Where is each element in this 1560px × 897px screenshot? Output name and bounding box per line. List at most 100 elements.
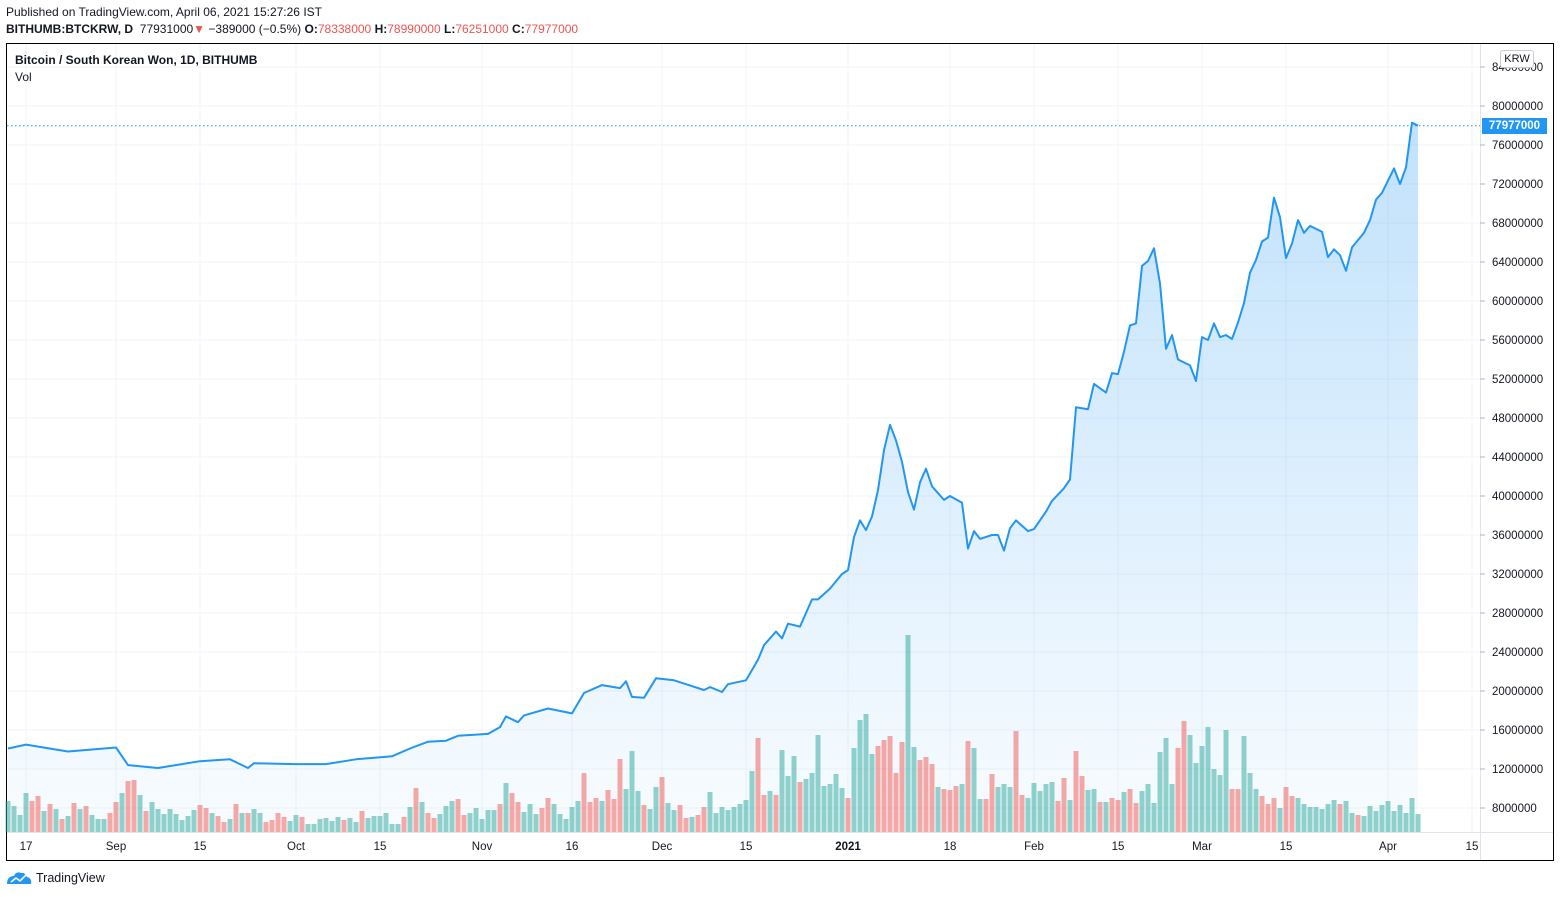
volume-bar bbox=[749, 771, 755, 832]
volume-bar bbox=[1181, 721, 1187, 832]
volume-bar bbox=[1109, 798, 1115, 832]
price-tick-label: 12000000 bbox=[1492, 764, 1543, 776]
volume-bar bbox=[707, 792, 713, 832]
volume-bar bbox=[977, 799, 983, 832]
volume-bar bbox=[1157, 752, 1163, 832]
volume-bar bbox=[881, 740, 887, 832]
volume-bar bbox=[431, 818, 437, 832]
volume-bar bbox=[1019, 795, 1025, 832]
price-tick-label: 28000000 bbox=[1492, 608, 1543, 620]
volume-bar bbox=[23, 793, 29, 832]
volume-bar bbox=[1067, 800, 1073, 832]
price-tick-label: 76000000 bbox=[1492, 140, 1543, 152]
volume-bar bbox=[617, 759, 623, 832]
volume-bar bbox=[491, 810, 497, 832]
volume-bar bbox=[1259, 796, 1265, 832]
volume-bar bbox=[1091, 789, 1097, 832]
volume-bar bbox=[1409, 798, 1415, 832]
volume-bar bbox=[53, 809, 59, 832]
volume-bar bbox=[911, 747, 917, 832]
volume-bar bbox=[185, 816, 191, 832]
last-price-label: 77977000 bbox=[1482, 118, 1547, 134]
volume-bar bbox=[251, 809, 257, 832]
legend-title: Bitcoin / South Korean Won, 1D, BITHUMB bbox=[15, 53, 258, 67]
volume-bar bbox=[389, 824, 395, 832]
volume-bar bbox=[737, 804, 743, 832]
time-tick-label: Sep bbox=[106, 841, 126, 853]
volume-bar bbox=[671, 810, 677, 832]
volume-bar bbox=[137, 795, 143, 832]
volume-bar bbox=[551, 804, 557, 832]
price-tick-label: 24000000 bbox=[1492, 647, 1543, 659]
volume-bar bbox=[83, 806, 89, 832]
volume-bar bbox=[1193, 763, 1199, 832]
volume-bar bbox=[1205, 727, 1211, 832]
last-value: 77931000 bbox=[139, 22, 194, 36]
volume-bar bbox=[41, 811, 47, 832]
currency-badge[interactable]: KRW bbox=[1500, 50, 1534, 68]
volume-bar bbox=[545, 798, 551, 832]
volume-bar bbox=[329, 821, 335, 832]
volume-bar bbox=[197, 805, 203, 832]
volume-bar bbox=[1001, 784, 1007, 832]
time-tick-label: Apr bbox=[1379, 841, 1397, 853]
volume-bar bbox=[335, 817, 341, 832]
volume-bar bbox=[929, 764, 935, 832]
volume-bar bbox=[407, 807, 413, 832]
volume-bar bbox=[1175, 748, 1181, 832]
volume-bar bbox=[1229, 789, 1235, 832]
volume-bar bbox=[557, 814, 563, 832]
volume-bar bbox=[1325, 804, 1331, 832]
volume-bar bbox=[305, 824, 311, 832]
time-tick-label: Dec bbox=[652, 841, 673, 853]
volume-bar bbox=[605, 790, 611, 832]
volume-bar bbox=[647, 809, 653, 832]
volume-bar bbox=[947, 790, 953, 832]
volume-bar bbox=[515, 802, 521, 832]
volume-bar bbox=[1349, 813, 1355, 832]
volume-bar bbox=[587, 802, 593, 832]
volume-bar bbox=[809, 773, 815, 832]
volume-bar bbox=[767, 791, 773, 832]
volume-bar bbox=[1151, 803, 1157, 832]
time-tick-label: Oct bbox=[287, 841, 306, 853]
volume-bar bbox=[1379, 805, 1385, 832]
volume-bar bbox=[65, 816, 71, 832]
volume-bar bbox=[275, 813, 281, 832]
volume-bar bbox=[701, 807, 707, 832]
volume-bar bbox=[209, 813, 215, 832]
price-area-fill bbox=[8, 122, 1418, 833]
volume-bar bbox=[293, 815, 299, 832]
volume-bar bbox=[281, 817, 287, 832]
volume-bar bbox=[311, 824, 317, 832]
volume-bar bbox=[677, 805, 683, 832]
volume-bar bbox=[377, 816, 383, 832]
volume-bar bbox=[143, 811, 149, 832]
volume-bar bbox=[1295, 798, 1301, 832]
change-value: −389000 (−0.5%) bbox=[208, 22, 302, 36]
volume-bar bbox=[1127, 789, 1133, 832]
price-tick-label: 60000000 bbox=[1492, 296, 1543, 308]
volume-bar bbox=[1337, 804, 1343, 832]
volume-bar bbox=[89, 815, 95, 832]
down-arrow-icon: ▼ bbox=[193, 22, 206, 36]
tradingview-brand[interactable]: TradingView bbox=[6, 870, 105, 886]
volume-bar bbox=[995, 787, 1001, 832]
volume-bar bbox=[401, 817, 407, 832]
price-tick-label: 8000000 bbox=[1492, 803, 1537, 815]
volume-bar bbox=[341, 820, 347, 832]
volume-bar bbox=[1361, 816, 1367, 832]
time-tick-label: 15 bbox=[740, 841, 753, 853]
volume-bar bbox=[761, 795, 767, 832]
volume-bar bbox=[269, 820, 275, 832]
open-label: O: bbox=[304, 22, 318, 36]
price-tick-label: 80000000 bbox=[1492, 101, 1543, 113]
volume-bar bbox=[1139, 791, 1145, 832]
volume-bar bbox=[797, 782, 803, 832]
volume-bar bbox=[17, 815, 23, 832]
volume-bar bbox=[287, 821, 293, 832]
volume-bar bbox=[653, 787, 659, 832]
volume-bar bbox=[1415, 814, 1421, 832]
symbol: BITHUMB:BTCKRW, D bbox=[6, 22, 134, 36]
